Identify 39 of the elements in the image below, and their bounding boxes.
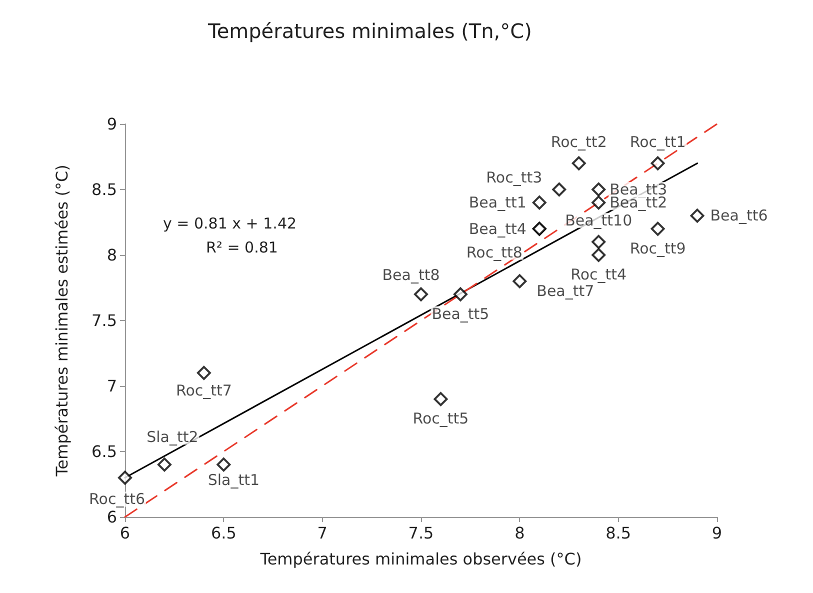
- x-tick-label: 9: [712, 524, 722, 542]
- y-tick-label: 7.5: [92, 311, 117, 330]
- data-label: Bea_tt2: [610, 194, 668, 212]
- y-tick-label: 8.5: [92, 180, 117, 199]
- data-label: Bea_tt8: [382, 266, 440, 284]
- x-tick-label: 8.5: [606, 524, 632, 542]
- data-label: Bea_tt4: [468, 220, 526, 238]
- data-label: Bea_tt5: [432, 304, 490, 323]
- x-tick-label: 6: [120, 524, 130, 542]
- data-label: Bea_tt7: [536, 282, 594, 300]
- data-label: Bea_tt1: [468, 194, 526, 212]
- data-label: Roc_tt6: [89, 490, 145, 508]
- y-tick-label: 8: [106, 246, 117, 264]
- x-tick-label: 7: [317, 524, 328, 542]
- y-tick-label: 6.5: [92, 442, 117, 461]
- data-label: Roc_tt5: [412, 410, 469, 428]
- annotation: y = 0.81 x + 1.42: [163, 214, 297, 232]
- data-label: Bea_tt3: [610, 180, 668, 198]
- data-label: Roc_tt7: [176, 381, 232, 400]
- chart-title: Températures minimales (Tn,°C): [207, 19, 532, 43]
- data-label: Bea_tt10: [565, 211, 632, 230]
- y-axis-title: Températures minimales estimées (°C): [52, 164, 72, 478]
- data-label: Sla_tt2: [146, 428, 198, 446]
- data-label: Bea_tt6: [710, 206, 768, 225]
- x-axis-title: Températures minimales observées (°C): [259, 550, 582, 568]
- y-tick-label: 7: [106, 376, 117, 396]
- data-label: Roc_tt8: [466, 243, 522, 262]
- data-label: Roc_tt4: [570, 266, 627, 284]
- x-tick-label: 7.5: [408, 524, 434, 542]
- data-label: Roc_tt3: [486, 168, 542, 186]
- y-tick-label: 9: [106, 114, 117, 134]
- y-tick-label: 6: [106, 508, 117, 526]
- data-label: Roc_tt9: [630, 239, 686, 258]
- data-label: Roc_tt2: [550, 132, 607, 151]
- annotation: R² = 0.81: [206, 238, 278, 256]
- x-tick-label: 8: [514, 524, 525, 542]
- x-tick-label: 6.5: [210, 524, 236, 542]
- data-label: Roc_tt1: [630, 132, 686, 151]
- data-label: Sla_tt1: [208, 471, 260, 490]
